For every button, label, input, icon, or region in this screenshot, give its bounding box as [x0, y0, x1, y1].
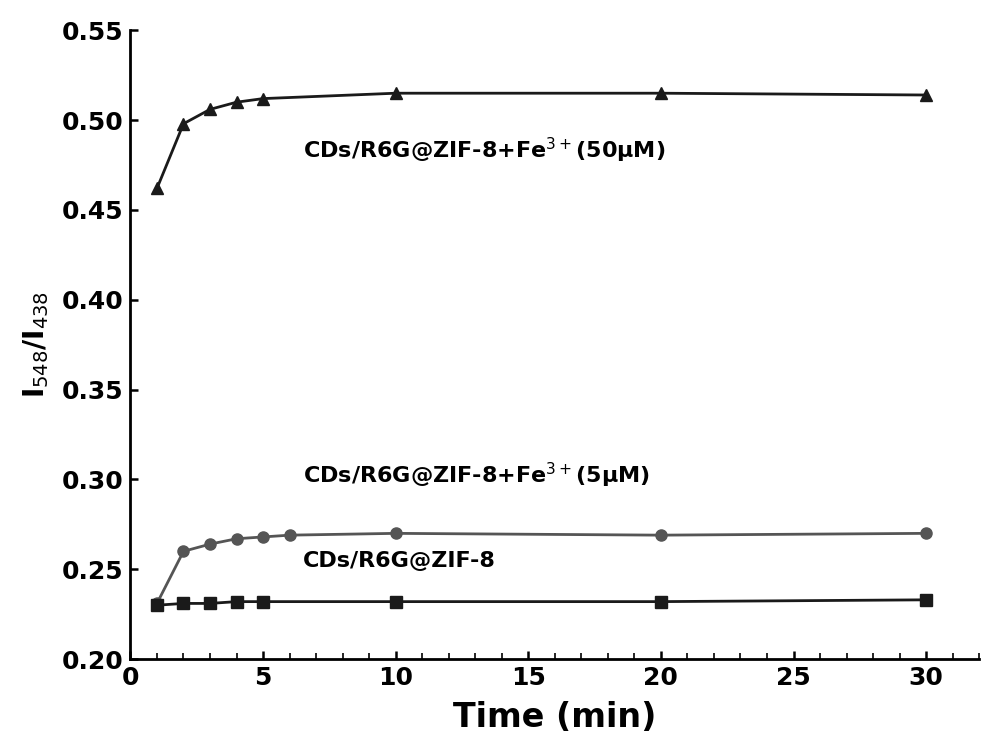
- Text: CDs/R6G@ZIF-8+Fe$^{3+}$(5μM): CDs/R6G@ZIF-8+Fe$^{3+}$(5μM): [303, 461, 650, 490]
- Text: CDs/R6G@ZIF-8+Fe$^{3+}$(50μM): CDs/R6G@ZIF-8+Fe$^{3+}$(50μM): [303, 136, 665, 165]
- X-axis label: Time (min): Time (min): [453, 701, 656, 734]
- Text: CDs/R6G@ZIF-8: CDs/R6G@ZIF-8: [303, 551, 496, 571]
- Y-axis label: I$_{548}$/I$_{438}$: I$_{548}$/I$_{438}$: [21, 291, 51, 398]
